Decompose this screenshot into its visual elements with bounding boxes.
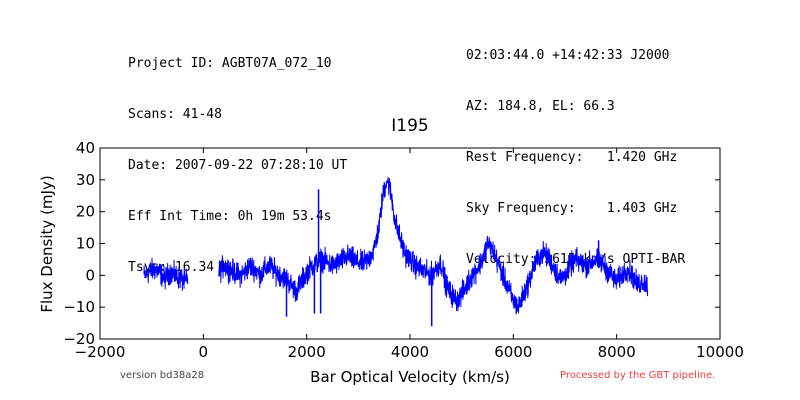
y-tick-label-3: 10 <box>76 235 95 253</box>
pipeline-label: Processed by the GBT pipeline. <box>560 370 716 381</box>
ticks-layer: −2000 0 2000 4000 6000 8000 10000 −20 −10 0 10 20 30… <box>63 139 744 361</box>
y-tick-label-6: 40 <box>76 139 95 157</box>
x-tick-label-5: 8000 <box>598 343 636 361</box>
spectrum-line-segment-0 <box>143 257 189 292</box>
y-tick-label-0: −20 <box>63 330 95 348</box>
x-tick-label-3: 4000 <box>391 343 429 361</box>
series-layer <box>143 176 649 327</box>
y-axis-label: Flux Density (mJy) <box>38 175 56 312</box>
x-tick-label-1: 0 <box>199 343 209 361</box>
coordinates-line: 02:03:44.0 +14:42:33 J2000 <box>466 48 670 63</box>
x-axis-label: Bar Optical Velocity (km/s) <box>310 368 510 386</box>
integration-time-line: Eff Int Time: 0h 19m 53.4s <box>128 209 332 224</box>
chart-title: I195 <box>391 116 429 136</box>
y-tick-label-2: 0 <box>85 266 95 284</box>
y-tick-label-5: 30 <box>76 171 95 189</box>
date-line: Date: 2007-09-22 07:28:10 UT <box>128 158 348 173</box>
y-tick-label-1: −10 <box>63 298 95 316</box>
x-tick-label-6: 10000 <box>696 343 744 361</box>
x-tick-label-2: 2000 <box>288 343 326 361</box>
az-el-line: AZ: 184.8, EL: 66.3 <box>466 99 615 114</box>
spectrum-line-segment-1 <box>218 176 649 315</box>
x-tick-label-4: 6000 <box>494 343 532 361</box>
x-tick-label-0: −2000 <box>75 343 126 361</box>
observation-info-left: Project ID: AGBT07A_072_10 Scans: 41-48 … <box>128 21 347 293</box>
sky-frequency-line: Sky Frequency: 1.403 GHz <box>466 201 678 216</box>
scans-line: Scans: 41-48 <box>128 107 222 122</box>
project-id-line: Project ID: AGBT07A_072_10 <box>128 56 332 71</box>
rest-frequency-line: Rest Frequency: 1.420 GHz <box>466 150 678 165</box>
version-label: version bd38a28 <box>120 370 205 381</box>
plot-frame <box>99 147 721 340</box>
y-tick-label-4: 20 <box>76 203 95 221</box>
observation-info-right: 02:03:44.0 +14:42:33 J2000 AZ: 184.8, EL… <box>466 13 685 285</box>
